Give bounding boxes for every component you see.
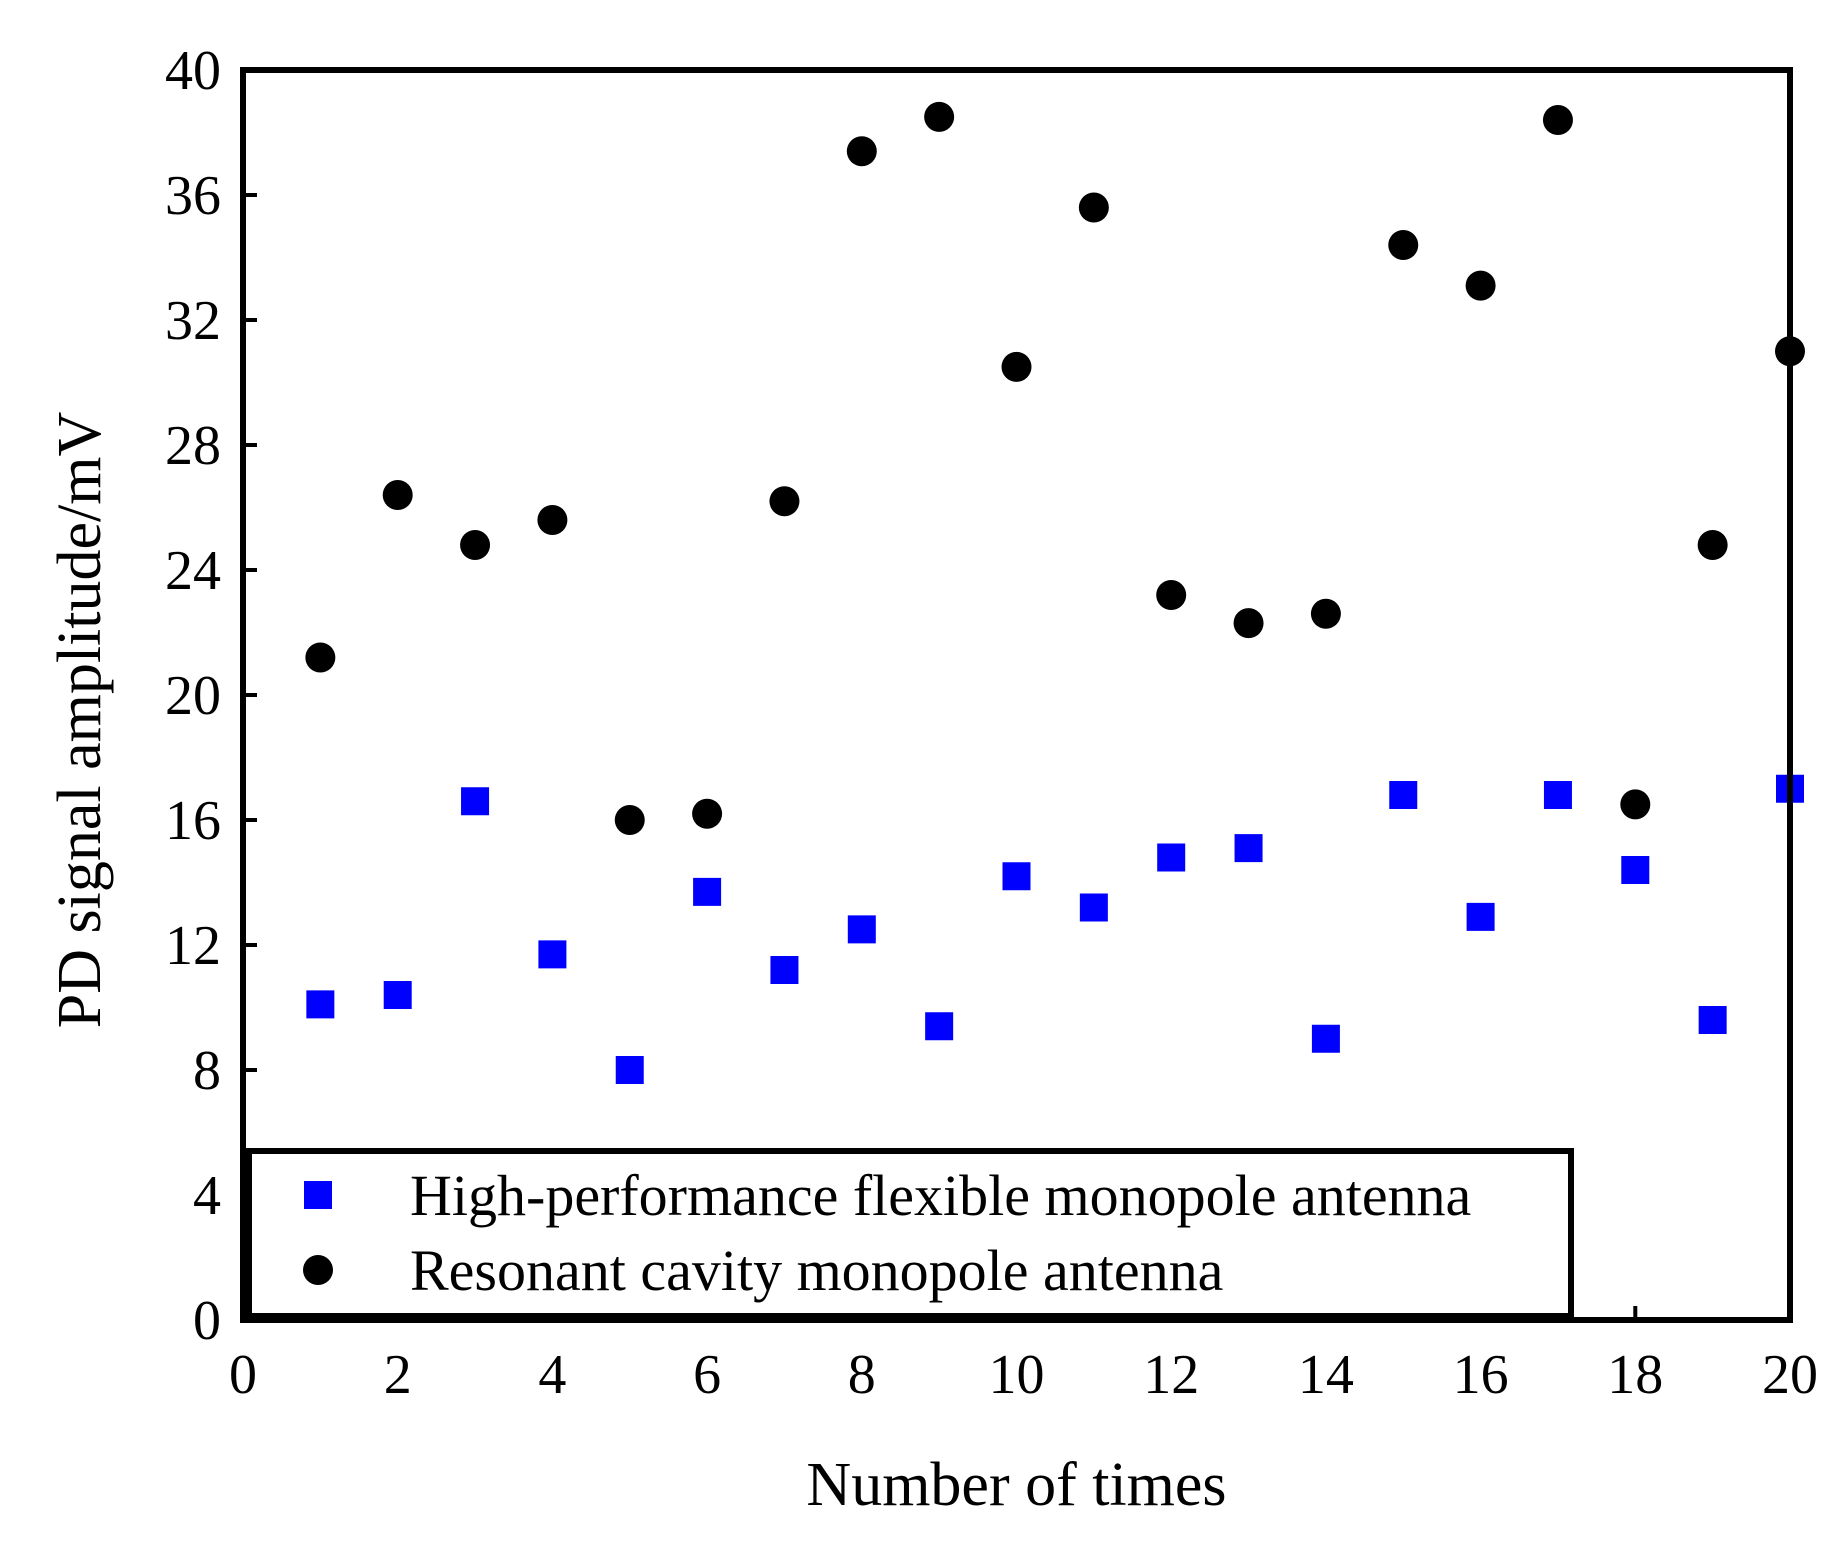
- y-tick-label-24: 24: [165, 540, 221, 602]
- x-tick-label-10: 10: [989, 1344, 1045, 1406]
- point-flexible-monopole-5: [615, 1056, 644, 1084]
- point-flexible-monopole-11: [1079, 893, 1108, 922]
- point-resonant-cavity-12: [1156, 580, 1187, 610]
- point-resonant-cavity-14: [1310, 598, 1341, 629]
- legend-marker-circle: [303, 1255, 333, 1285]
- y-axis-title: PD signal amplitude/mV: [46, 412, 114, 1029]
- point-flexible-monopole-12: [1157, 843, 1186, 872]
- point-flexible-monopole-17: [1543, 781, 1572, 809]
- plot-frame: [240, 67, 1793, 1323]
- y-tick-label-0: 0: [193, 1290, 221, 1352]
- point-flexible-monopole-10: [1002, 862, 1031, 891]
- point-resonant-cavity-6: [692, 798, 723, 829]
- point-resonant-cavity-5: [614, 805, 645, 835]
- x-tick-label-12: 12: [1143, 1344, 1199, 1406]
- y-tick-label-8: 8: [193, 1040, 221, 1102]
- point-flexible-monopole-8: [847, 915, 876, 944]
- y-tick-label-16: 16: [165, 790, 221, 852]
- y-tick-label-12: 12: [165, 915, 221, 977]
- legend: High-performance flexible monopole anten…: [246, 1148, 1574, 1319]
- legend-box: [246, 1148, 1574, 1319]
- x-tick-label-8: 8: [848, 1344, 876, 1406]
- point-flexible-monopole-19: [1698, 1006, 1727, 1034]
- point-resonant-cavity-8: [846, 136, 877, 167]
- point-resonant-cavity-16: [1465, 270, 1496, 301]
- point-resonant-cavity-1: [305, 642, 336, 673]
- legend-marker-square: [304, 1181, 332, 1209]
- point-resonant-cavity-15: [1388, 230, 1419, 260]
- point-resonant-cavity-17: [1542, 105, 1573, 135]
- point-flexible-monopole-18: [1621, 856, 1650, 884]
- point-resonant-cavity-18: [1620, 789, 1651, 820]
- x-tick-label-18: 18: [1607, 1344, 1663, 1406]
- x-tick-label-16: 16: [1453, 1344, 1509, 1406]
- point-resonant-cavity-4: [537, 505, 568, 535]
- y-tick-label-20: 20: [165, 665, 221, 727]
- point-flexible-monopole-6: [693, 877, 722, 906]
- y-tick-label-32: 32: [165, 290, 221, 352]
- point-flexible-monopole-1: [306, 990, 335, 1019]
- legend-label-resonant-cavity: Resonant cavity monopole antenna: [410, 1238, 1223, 1303]
- y-tick-label-28: 28: [165, 415, 221, 477]
- point-resonant-cavity-2: [382, 480, 413, 510]
- y-tick-label-4: 4: [193, 1165, 221, 1227]
- x-tick-label-4: 4: [538, 1344, 566, 1406]
- point-flexible-monopole-16: [1466, 902, 1495, 931]
- x-axis-title: Number of times: [806, 1451, 1226, 1519]
- point-resonant-cavity-11: [1078, 192, 1109, 223]
- y-tick-label-36: 36: [165, 165, 221, 227]
- point-resonant-cavity-19: [1697, 530, 1728, 560]
- point-resonant-cavity-3: [460, 530, 491, 560]
- point-flexible-monopole-4: [538, 940, 567, 969]
- point-flexible-monopole-9: [925, 1012, 954, 1041]
- point-flexible-monopole-7: [770, 956, 799, 984]
- point-flexible-monopole-15: [1389, 781, 1418, 809]
- point-resonant-cavity-7: [769, 486, 800, 517]
- point-resonant-cavity-10: [1001, 351, 1032, 382]
- point-flexible-monopole-3: [461, 787, 490, 816]
- y-tick-label-40: 40: [165, 40, 221, 102]
- x-tick-label-20: 20: [1762, 1344, 1818, 1406]
- x-tick-label-0: 0: [229, 1344, 257, 1406]
- point-resonant-cavity-13: [1233, 608, 1264, 639]
- point-flexible-monopole-14: [1311, 1024, 1340, 1053]
- x-tick-label-2: 2: [384, 1344, 412, 1406]
- x-tick-label-6: 6: [693, 1344, 721, 1406]
- x-tick-label-14: 14: [1298, 1344, 1354, 1406]
- point-flexible-monopole-2: [383, 981, 412, 1009]
- point-flexible-monopole-13: [1234, 834, 1263, 863]
- legend-label-flexible-monopole: High-performance flexible monopole anten…: [410, 1163, 1471, 1228]
- point-resonant-cavity-9: [924, 101, 955, 132]
